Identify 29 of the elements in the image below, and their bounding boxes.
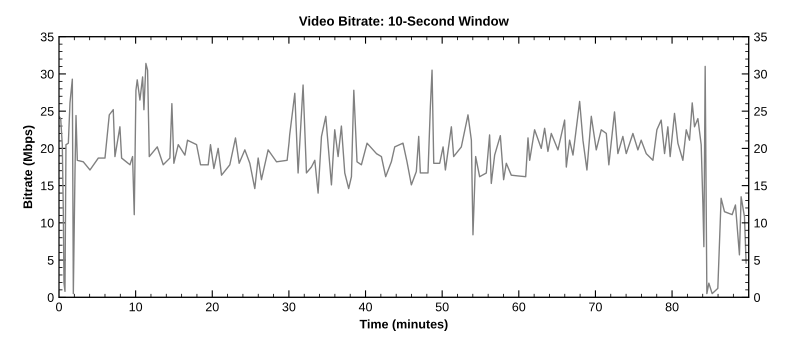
x-tick-label: 20 [206, 302, 219, 312]
x-tick-label: 0 [56, 302, 62, 312]
x-tick-label: 40 [358, 302, 372, 312]
chart-title: Video Bitrate: 10-Second Window [298, 16, 509, 26]
x-tick-label: 30 [282, 302, 296, 312]
x-tick-label: 10 [130, 302, 142, 312]
x-tick-label: 80 [666, 302, 679, 312]
x-tick-label: 70 [589, 302, 602, 312]
y2-tick-label: 10 [754, 218, 767, 228]
y2-tick-label: 15 [754, 182, 767, 190]
y-tick-label: 35 [40, 32, 54, 42]
x-axis-title: Time (minutes) [360, 319, 448, 332]
x-tick-label: 60 [512, 302, 526, 312]
y2-tick-label: 5 [754, 256, 760, 265]
y-tick-label: 15 [41, 182, 54, 190]
y2-tick-label: 25 [754, 106, 767, 116]
x-tick-label: 50 [436, 302, 449, 312]
y2-tick-label: 0 [754, 293, 760, 302]
y-tick-label: 20 [40, 144, 54, 154]
y-tick-label: 30 [40, 70, 54, 79]
y2-tick-label: 30 [754, 70, 767, 79]
y-tick-label: 25 [40, 106, 54, 116]
y-axis-title: Bitrate (Mbps) [23, 126, 35, 208]
line-series [59, 62, 747, 294]
y2-tick-label: 35 [754, 32, 767, 42]
y-tick-label: 5 [48, 256, 54, 265]
y-tick-label: 0 [48, 293, 54, 302]
y-tick-label: 10 [41, 218, 54, 228]
y2-tick-label: 20 [754, 144, 767, 154]
